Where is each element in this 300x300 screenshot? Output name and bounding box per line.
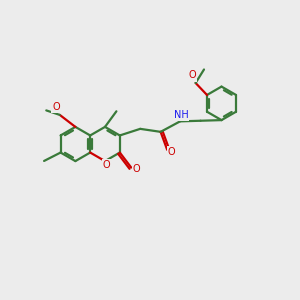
Text: O: O [133, 164, 140, 174]
Text: O: O [103, 160, 110, 170]
Text: O: O [52, 102, 60, 112]
Text: O: O [189, 70, 196, 80]
Text: O: O [168, 147, 176, 157]
Text: NH: NH [174, 110, 188, 120]
